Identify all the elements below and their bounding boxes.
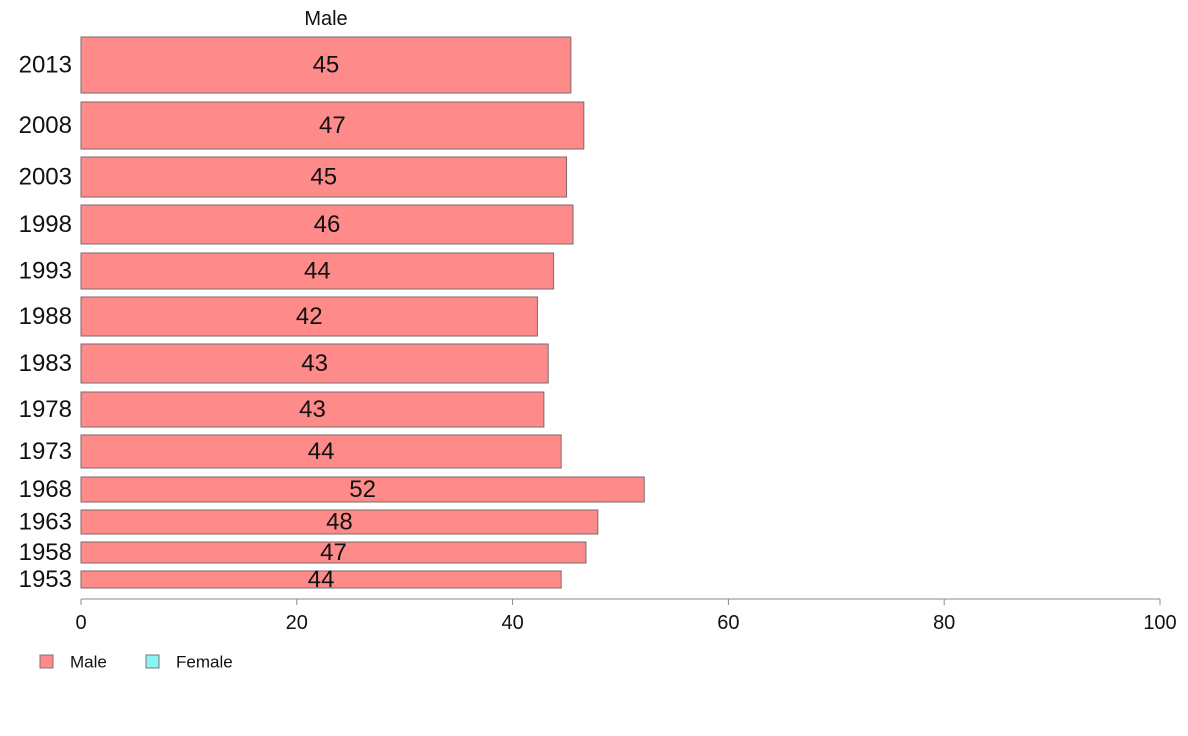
category-label: 1968: [19, 476, 72, 503]
category-label: 1953: [19, 566, 72, 593]
bar-value-label: 46: [314, 211, 341, 238]
bar-1983: [80, 343, 549, 384]
x-tick-label: 100: [1143, 612, 1176, 634]
x-tick-label: 0: [75, 612, 86, 634]
bar-2003: [80, 156, 568, 198]
bar-value-label: 44: [308, 566, 335, 593]
category-label: 1988: [19, 303, 72, 330]
x-axis: 0 20 40 60 80 100: [75, 598, 1177, 634]
category-label: 2008: [19, 112, 72, 139]
x-tick-label: 60: [717, 612, 739, 634]
chart-title: Male: [304, 8, 347, 30]
legend-swatch-female: [145, 654, 160, 669]
bar-value-label: 47: [320, 539, 347, 566]
bars-group: 45 2013 47 2008 45 2003 46 1998 44 1993 42 1988 43 19…: [19, 36, 645, 593]
bar-value-label: 45: [310, 164, 337, 191]
x-tick-label: 40: [501, 612, 523, 634]
bar-value-label: 45: [313, 52, 340, 79]
bar-value-label: 48: [326, 509, 353, 536]
bar-value-label: 52: [349, 476, 376, 503]
category-label: 1983: [19, 350, 72, 377]
bar-2013: [80, 36, 572, 94]
legend: Male Female: [39, 653, 233, 672]
category-label: 1978: [19, 396, 72, 423]
category-label: 1993: [19, 258, 72, 285]
bar-value-label: 47: [319, 112, 346, 139]
legend-swatch-male: [39, 654, 54, 669]
bar-1963: [80, 509, 599, 535]
x-tick-label: 80: [933, 612, 955, 634]
bar-1988: [80, 296, 538, 337]
category-label: 1958: [19, 539, 72, 566]
bar-1993: [80, 252, 555, 290]
bar-1978: [80, 391, 545, 428]
category-label: 1973: [19, 438, 72, 465]
bar-1968: [80, 476, 645, 503]
bar-value-label: 43: [301, 350, 328, 377]
legend-label-female: Female: [176, 653, 233, 672]
category-label: 1963: [19, 509, 72, 536]
bar-1953: [80, 570, 562, 589]
category-label: 2003: [19, 164, 72, 191]
bar-2008: [80, 101, 585, 150]
category-label: 2013: [19, 52, 72, 79]
bar-1973: [80, 434, 562, 469]
bar-value-label: 42: [296, 303, 323, 330]
bar-value-label: 43: [299, 396, 326, 423]
bar-1998: [80, 204, 574, 245]
bar-value-label: 44: [308, 438, 335, 465]
bar-1958: [80, 541, 587, 564]
category-label: 1998: [19, 211, 72, 238]
x-tick-label: 20: [286, 612, 308, 634]
legend-label-male: Male: [70, 653, 107, 672]
bar-value-label: 44: [304, 258, 331, 285]
